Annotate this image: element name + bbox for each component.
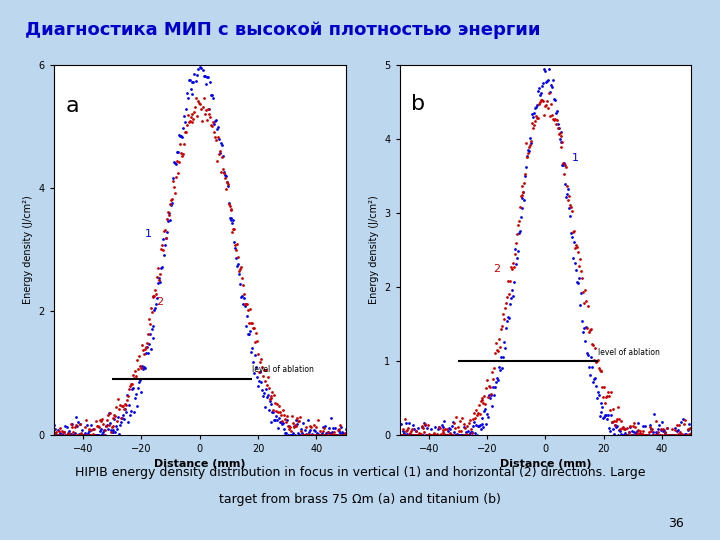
- Y-axis label: Energy density (J/cm²): Energy density (J/cm²): [369, 195, 379, 304]
- X-axis label: Distance (mm): Distance (mm): [154, 460, 246, 469]
- Text: b: b: [411, 94, 426, 114]
- Text: level of ablation: level of ablation: [598, 348, 660, 357]
- Text: 36: 36: [668, 517, 684, 530]
- Y-axis label: Energy density (J/cm²): Energy density (J/cm²): [23, 195, 33, 304]
- Text: 1: 1: [572, 153, 579, 163]
- Text: Диагностика МИП с высокой плотностью энергии: Диагностика МИП с высокой плотностью эне…: [24, 21, 540, 39]
- Text: target from brass 75 Ωm (a) and titanium (b): target from brass 75 Ωm (a) and titanium…: [219, 493, 501, 506]
- Text: 1: 1: [145, 230, 151, 239]
- Text: 2: 2: [156, 297, 163, 307]
- Text: 2: 2: [493, 264, 500, 274]
- Text: a: a: [66, 96, 79, 116]
- Text: HIPIB energy density distribution in focus in vertical (1) and horizontal (2) di: HIPIB energy density distribution in foc…: [75, 466, 645, 479]
- X-axis label: Distance (mm): Distance (mm): [500, 460, 591, 469]
- Text: level of ablation: level of ablation: [252, 365, 314, 374]
